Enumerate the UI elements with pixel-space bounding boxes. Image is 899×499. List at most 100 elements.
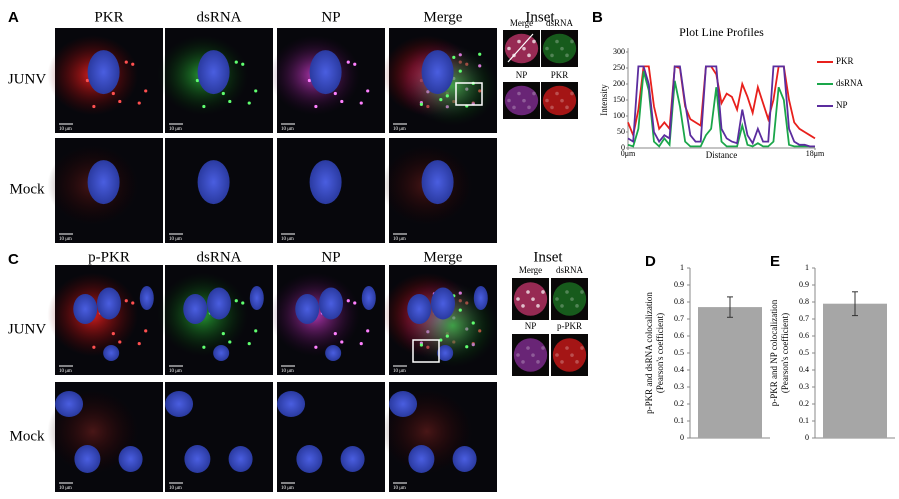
inset-puncta (545, 46, 549, 51)
nucleus (139, 286, 154, 310)
scale-bar-label: 10 μm (169, 369, 182, 374)
inset-puncta (555, 39, 559, 44)
panel-letter: A (8, 9, 19, 26)
y-tick-label: 0.4 (674, 365, 684, 374)
inset-puncta (565, 105, 569, 110)
nucleus (295, 294, 320, 324)
y-tick-label: 1 (680, 263, 684, 272)
line-series (627, 70, 815, 148)
puncta (124, 299, 128, 303)
nucleus (55, 391, 84, 417)
y-tick-label: 0.1 (799, 416, 809, 425)
puncta (445, 334, 449, 338)
inset-label: dsRNA (556, 265, 584, 275)
puncta (452, 55, 456, 60)
puncta (254, 89, 258, 93)
nucleus (408, 445, 435, 473)
y-tick-label: 250 (613, 63, 625, 72)
y-tick-label: 0.9 (799, 280, 809, 289)
puncta (111, 91, 115, 96)
puncta (478, 52, 482, 56)
inset-puncta (507, 98, 511, 103)
nucleus (473, 286, 488, 310)
inset-puncta (516, 353, 520, 357)
inset-puncta (532, 91, 536, 96)
nucleus (87, 160, 120, 205)
legend-label: dsRNA (836, 78, 864, 88)
nucleus (184, 445, 211, 473)
puncta (439, 98, 443, 102)
column-header: NP (321, 249, 340, 265)
scale-bar-label: 10 μm (169, 237, 182, 242)
inset-puncta (527, 105, 531, 110)
micrograph: 10 μm (277, 138, 385, 243)
bar (698, 307, 762, 438)
inset-puncta (575, 360, 579, 364)
puncta (92, 345, 96, 349)
nucleus (421, 160, 454, 205)
y-tick-label: 0.2 (674, 399, 684, 408)
inset-signal (542, 85, 577, 116)
panel-letter: E (770, 253, 780, 270)
inset-puncta (516, 297, 520, 301)
scale-bar-label: 10 μm (169, 486, 182, 491)
panel-letter: C (8, 251, 19, 268)
puncta (471, 321, 475, 325)
inset-puncta (575, 304, 579, 308)
x-tick-label: 18μm (806, 149, 825, 158)
y-tick-label: 0.4 (799, 365, 809, 374)
micrograph: 10 μm (157, 28, 273, 133)
puncta (195, 78, 199, 83)
puncta (314, 345, 318, 349)
inset-puncta (550, 105, 554, 110)
nucleus (309, 160, 342, 205)
inset-puncta (522, 46, 526, 51)
puncta (458, 69, 462, 73)
nucleus (249, 286, 264, 310)
inset-puncta (526, 346, 530, 350)
inset-puncta (541, 346, 545, 350)
puncta (353, 301, 357, 305)
inset-puncta (521, 304, 525, 308)
scale-bar-label: 10 μm (59, 237, 72, 242)
puncta (314, 104, 318, 109)
puncta (131, 62, 135, 66)
micrograph: 10 μm (47, 138, 163, 243)
inset-puncta (560, 46, 564, 51)
puncta (241, 62, 245, 66)
inset-region (412, 339, 440, 363)
scale-bar-label: 10 μm (59, 369, 72, 374)
y-tick-label: 50 (617, 127, 625, 136)
inset-puncta (531, 297, 535, 301)
inset-puncta (565, 346, 569, 350)
puncta (92, 104, 96, 109)
column-header: NP (321, 9, 340, 25)
inset-puncta (555, 91, 559, 96)
puncta (333, 91, 337, 96)
scale-bar-label: 10 μm (393, 237, 406, 242)
puncta (118, 99, 122, 104)
micrograph: 10 μm (381, 265, 499, 375)
nucleus (319, 287, 343, 320)
puncta (458, 308, 462, 312)
y-axis-label: p-PKR and dsRNA colocalization (644, 292, 654, 414)
profile-line (507, 33, 534, 63)
inset-puncta (522, 98, 526, 103)
scale-bar-label: 10 μm (393, 127, 406, 132)
puncta (333, 331, 337, 336)
y-axis-label: p-PKR and NP colocalization (769, 299, 779, 406)
nucleus (431, 287, 455, 320)
inset-puncta (541, 290, 545, 294)
inset-label: p-PKR (557, 321, 582, 331)
y-tick-label: 0.6 (674, 331, 684, 340)
puncta (202, 345, 206, 349)
puncta (366, 329, 370, 333)
y-axis-label: (Pearson's coefficient) (780, 313, 790, 393)
scale-bar-label: 10 μm (393, 486, 406, 491)
y-tick-label: 300 (613, 47, 625, 56)
nucleus (309, 50, 342, 95)
puncta (439, 338, 443, 342)
inset-puncta (580, 290, 584, 294)
y-tick-label: 200 (613, 79, 625, 88)
y-tick-label: 0.7 (674, 314, 684, 323)
